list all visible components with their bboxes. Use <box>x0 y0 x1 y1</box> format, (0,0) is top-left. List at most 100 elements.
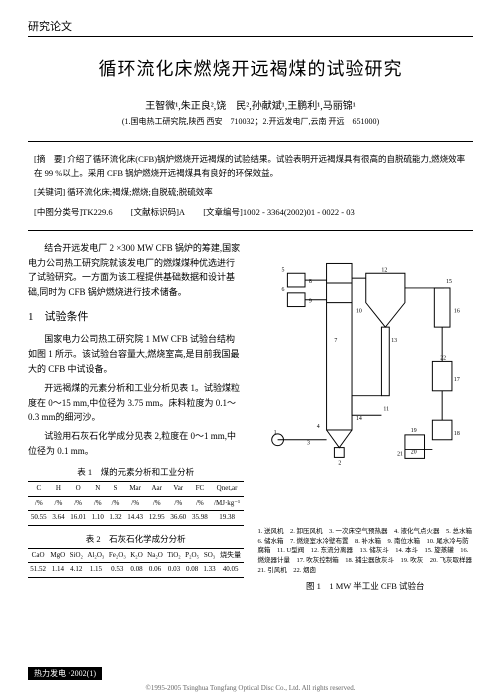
copyright-line: ©1995-2005 Tsinghua Tongfang Optical Dis… <box>28 684 473 692</box>
table-cell: H <box>50 482 68 497</box>
svg-text:8: 8 <box>308 279 311 285</box>
table-cell: 0.06 <box>145 563 165 578</box>
keywords-label: [关键词] <box>34 185 65 199</box>
affiliations: (1.国电热工研究院,陕西 西安 710032；2.开远发电厂,云南 开远 65… <box>28 116 473 127</box>
table-cell: 3.64 <box>50 511 68 526</box>
table-cell: 1.32 <box>107 511 125 526</box>
sec1-p1: 国家电力公司热工研究院 1 MW CFB 试验台结构如图 1 所示。该试验台容量… <box>28 332 244 377</box>
table-2: CaOMgOSiO₂Al₂O₃Fe₂O₃K₂ONa₂OTiO₂P₂O₅SO₃烧失… <box>28 548 244 578</box>
table-cell: CaO <box>28 548 48 563</box>
table-cell: Aar <box>146 482 168 497</box>
svg-text:10: 10 <box>355 308 361 314</box>
section-1-heading: 1 试验条件 <box>28 308 244 326</box>
svg-text:5: 5 <box>281 267 284 273</box>
figure-1-diagram: 1 2 3 4 5 6 7 8 9 10 11 12 13 14 <box>258 241 474 521</box>
table-cell: Al₂O₃ <box>85 548 106 563</box>
svg-text:21: 21 <box>397 451 403 457</box>
table-cell: /% <box>107 496 125 511</box>
svg-text:20: 20 <box>410 449 416 455</box>
table-cell: Mar <box>124 482 146 497</box>
svg-text:12: 12 <box>381 267 387 273</box>
sec1-p3: 试验用石灰石化学成分见表 2,粒度在 0～1 mm,中位径为 0.1 mm。 <box>28 429 244 459</box>
table-cell: /% <box>146 496 168 511</box>
table-cell: 14.43 <box>124 511 146 526</box>
table-cell: 4.12 <box>67 563 85 578</box>
svg-text:15: 15 <box>446 279 452 285</box>
table-cell: /% <box>50 496 68 511</box>
table-cell: TiO₂ <box>165 548 183 563</box>
table-cell: /% <box>28 496 50 511</box>
svg-text:16: 16 <box>453 308 459 314</box>
table-cell: FC <box>189 482 211 497</box>
svg-text:7: 7 <box>334 338 337 344</box>
svg-text:2: 2 <box>338 460 341 466</box>
table-cell: /% <box>67 496 89 511</box>
keywords-text: 循环流化床;褐煤;燃烧;自脱硫;脱硫效率 <box>67 187 212 197</box>
svg-text:19: 19 <box>410 428 416 434</box>
table-cell: 16.01 <box>67 511 89 526</box>
class-number: [中图分类号]TK229.6 <box>34 207 113 217</box>
table-cell: Fe₂O₃ <box>107 548 128 563</box>
table1-caption: 表 1 煤的元素分析和工业分析 <box>28 465 244 479</box>
abstract-text: 介绍了循环流化床(CFB)锅炉燃烧开远褐煤的试验结果。试验表明开远褐煤具有很高的… <box>34 154 465 178</box>
table-cell: 36.60 <box>168 511 190 526</box>
table-cell: 0.53 <box>107 563 128 578</box>
page-footer: 热力发电 ·2002(1) ©1995-2005 Tsinghua Tongfa… <box>28 667 473 692</box>
table-cell: 烧失量 <box>218 548 244 563</box>
table-cell: O <box>67 482 89 497</box>
table-cell: Var <box>168 482 190 497</box>
doc-code: [文献标识码]A <box>131 207 185 217</box>
table-cell: 50.55 <box>28 511 50 526</box>
svg-text:9: 9 <box>308 298 311 304</box>
table-cell: C <box>28 482 50 497</box>
table-cell: 1.10 <box>89 511 107 526</box>
table-cell: 1.15 <box>85 563 106 578</box>
svg-text:11: 11 <box>383 406 389 412</box>
table-cell: S <box>107 482 125 497</box>
figure-1-caption: 图 1 1 MW 半工业 CFB 试验台 <box>258 580 474 592</box>
abstract-block: [摘 要] 介绍了循环流化床(CFB)锅炉燃烧开远褐煤的试验结果。试验表明开远褐… <box>28 141 473 231</box>
table-cell: Na₂O <box>145 548 165 563</box>
svg-text:6: 6 <box>281 287 284 293</box>
article-number: [文章编号]1002 - 3364(2002)01 - 0022 - 03 <box>203 207 355 217</box>
svg-text:18: 18 <box>453 431 459 437</box>
sec1-p2: 开远褐煤的元素分析和工业分析见表 1。试验煤粒度在 0～15 mm,中位径为 3… <box>28 381 244 426</box>
left-column: 结合开远发电厂 2 ×300 MW CFB 锅炉的筹建,国家电力公司热工研究院就… <box>28 241 244 592</box>
abstract-label: [摘 要] <box>34 152 65 166</box>
svg-text:14: 14 <box>355 416 361 422</box>
table-cell: SiO₂ <box>67 548 85 563</box>
table-cell: 40.05 <box>218 563 244 578</box>
paper-title: 循环流化床燃烧开远褐煤的试验研究 <box>28 55 473 81</box>
table2-caption: 表 2 石灰石化学成分分析 <box>28 532 244 546</box>
svg-text:3: 3 <box>306 440 309 446</box>
table-cell: /MJ·kg⁻¹ <box>211 496 244 511</box>
table-cell: 51.52 <box>28 563 48 578</box>
table-cell: /% <box>124 496 146 511</box>
doctype-label: 研究论文 <box>28 18 473 34</box>
table-cell: K₂O <box>128 548 145 563</box>
table-cell: 19.38 <box>211 511 244 526</box>
svg-text:4: 4 <box>316 424 319 430</box>
table-cell: Qnet,ar <box>211 482 244 497</box>
table-cell: 1.14 <box>48 563 67 578</box>
table-cell: 12.95 <box>146 511 168 526</box>
svg-text:22: 22 <box>440 355 446 361</box>
table-cell: MgO <box>48 548 67 563</box>
table-cell: /% <box>168 496 190 511</box>
table-cell: /% <box>89 496 107 511</box>
table-cell: P₂O₅ <box>183 548 201 563</box>
table-cell: /% <box>189 496 211 511</box>
table-1: CHONSMarAarVarFCQnet,ar /%/%/%/%/%/%/%/%… <box>28 481 244 526</box>
table-cell: 1.33 <box>201 563 218 578</box>
table-cell: SO₃ <box>201 548 218 563</box>
right-column: 1 2 3 4 5 6 7 8 9 10 11 12 13 14 <box>258 241 474 592</box>
authors: 王智微¹,朱正良²,饶 民²,孙献斌¹,王鹏利¹,马丽锦¹ <box>28 97 473 112</box>
svg-text:13: 13 <box>391 338 397 344</box>
table-cell: 0.08 <box>128 563 145 578</box>
table-cell: 0.08 <box>183 563 201 578</box>
divider-top <box>28 36 473 37</box>
figure-1-legend: 1. 送风机 2. 卸压风机 3. 一次床空气预热器 4. 液化气点火器 5. … <box>258 527 474 576</box>
svg-text:1: 1 <box>273 430 276 436</box>
table-cell: 35.98 <box>189 511 211 526</box>
table-cell: N <box>89 482 107 497</box>
